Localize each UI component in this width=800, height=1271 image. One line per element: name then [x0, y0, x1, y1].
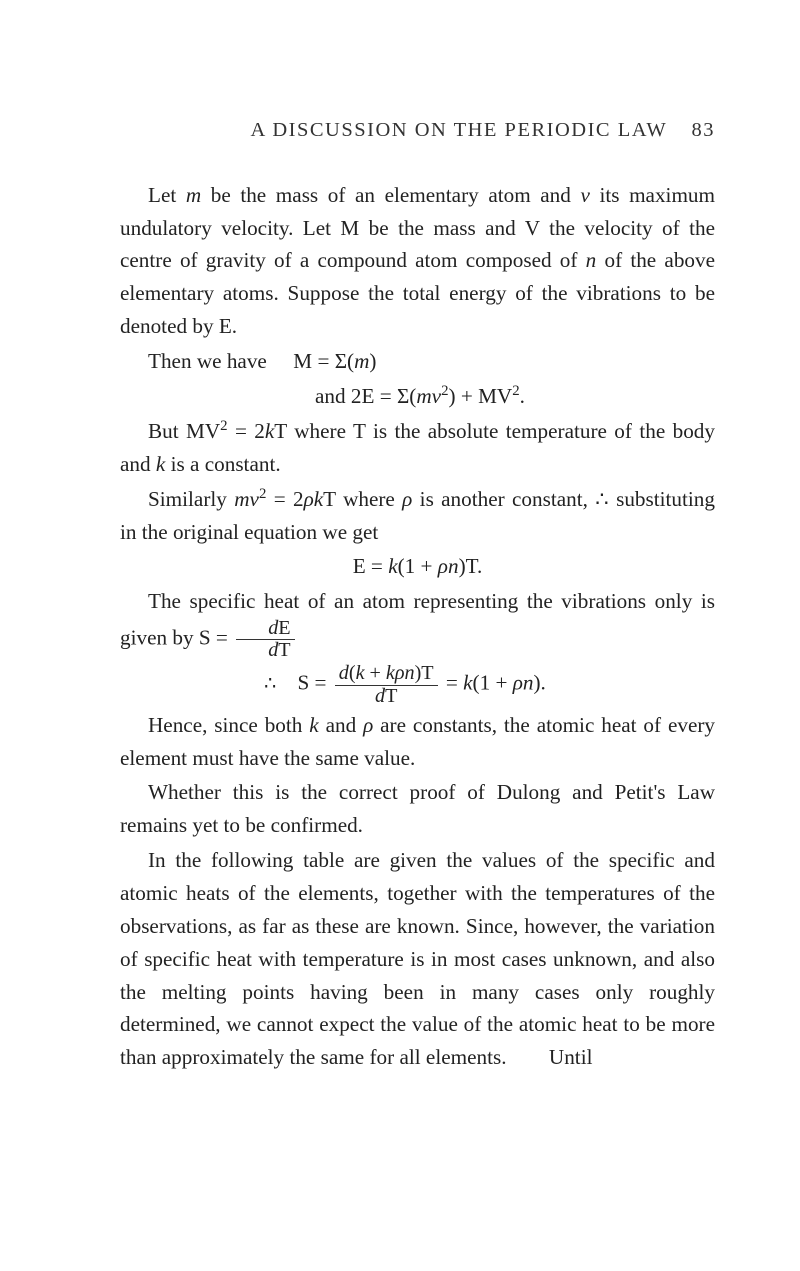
var-k: k: [156, 452, 165, 476]
equation-line-2: and 2E = Σ(mv2) + MV2.: [315, 380, 715, 413]
equation-line-1: Then we have M = Σ(m): [120, 345, 715, 378]
equation-4: ∴ S = d(k + kρn)TdT = k(1 + ρn).: [95, 663, 715, 706]
var-m: m: [354, 349, 369, 373]
fraction-de-dt: dEdT: [236, 618, 294, 661]
var-k: k: [388, 554, 397, 578]
fraction-eq4: d(k + kρn)TdT: [335, 663, 438, 706]
text: In the following table are given the val…: [120, 848, 715, 1069]
text: +: [365, 662, 386, 684]
text: is a constant.: [165, 452, 280, 476]
d: d: [339, 662, 349, 684]
page-header: A DISCUSSION ON THE PERIODIC LAW 83: [120, 115, 715, 147]
var-n: n: [586, 248, 597, 272]
text: be the mass of an elementary atom and: [201, 183, 580, 207]
exp-2: 2: [441, 383, 448, 399]
var-k: k: [309, 713, 318, 737]
paragraph-3: Similarly mv2 = 2ρkT where ρ is another …: [120, 483, 715, 549]
var-rho: ρ: [363, 713, 373, 737]
text: T where: [323, 487, 402, 511]
text: )T.: [459, 554, 483, 578]
var-mv: mv: [416, 384, 441, 408]
text: =: [441, 671, 464, 695]
text: S =: [276, 671, 332, 695]
paragraph-6: Whether this is the correct proof of Dul…: [120, 776, 715, 842]
text: ): [369, 349, 376, 373]
text: Whether this is the correct proof of Dul…: [120, 780, 715, 837]
text: E =: [353, 554, 389, 578]
paragraph-5: Hence, since both k and ρ are constants,…: [120, 709, 715, 775]
paragraph-1: Let m be the mass of an elementary atom …: [120, 179, 715, 343]
var-mv: mv: [234, 487, 259, 511]
var-pn: ρn: [513, 671, 534, 695]
text: The specific heat of an atom representin…: [120, 589, 715, 649]
paragraph-7: In the following table are given the val…: [120, 844, 715, 1074]
page-number: 83: [692, 119, 716, 141]
exp-2: 2: [512, 383, 519, 399]
paragraph-4: The specific heat of an atom representin…: [120, 585, 715, 661]
text: ) + MV: [449, 384, 513, 408]
text: .: [520, 384, 525, 408]
text: = 2: [266, 487, 303, 511]
text: = 2: [228, 419, 265, 443]
d: d: [268, 639, 278, 661]
text: )T: [415, 662, 434, 684]
equation-3: E = k(1 + ρn)T.: [120, 550, 715, 583]
text: and 2E = Σ(: [315, 384, 416, 408]
therefore-symbol: ∴: [264, 674, 276, 695]
var-k: k: [356, 662, 365, 684]
d: d: [375, 685, 385, 707]
exp-2: 2: [220, 418, 227, 434]
var-pn: ρn: [438, 554, 459, 578]
text: and: [319, 713, 363, 737]
var-k: k: [463, 671, 472, 695]
text: Similarly: [148, 487, 234, 511]
paragraph-2: But MV2 = 2kT where T is the absolute te…: [120, 415, 715, 481]
var-pk: ρk: [304, 487, 324, 511]
text: (1 +: [398, 554, 438, 578]
text: (1 +: [473, 671, 513, 695]
var-k: k: [265, 419, 274, 443]
var-rho: ρ: [402, 487, 412, 511]
text: Then we have M = Σ(: [148, 349, 354, 373]
text: (: [349, 662, 356, 684]
header-title: A DISCUSSION ON THE PERIODIC LAW: [251, 119, 667, 141]
d: d: [268, 617, 278, 639]
var-m: m: [186, 183, 201, 207]
text: Let: [148, 183, 186, 207]
var-kpn: kρn: [386, 662, 415, 684]
text: ).: [534, 671, 546, 695]
text: Hence, since both: [148, 713, 309, 737]
var-v: v: [580, 183, 589, 207]
text: But MV: [148, 419, 220, 443]
